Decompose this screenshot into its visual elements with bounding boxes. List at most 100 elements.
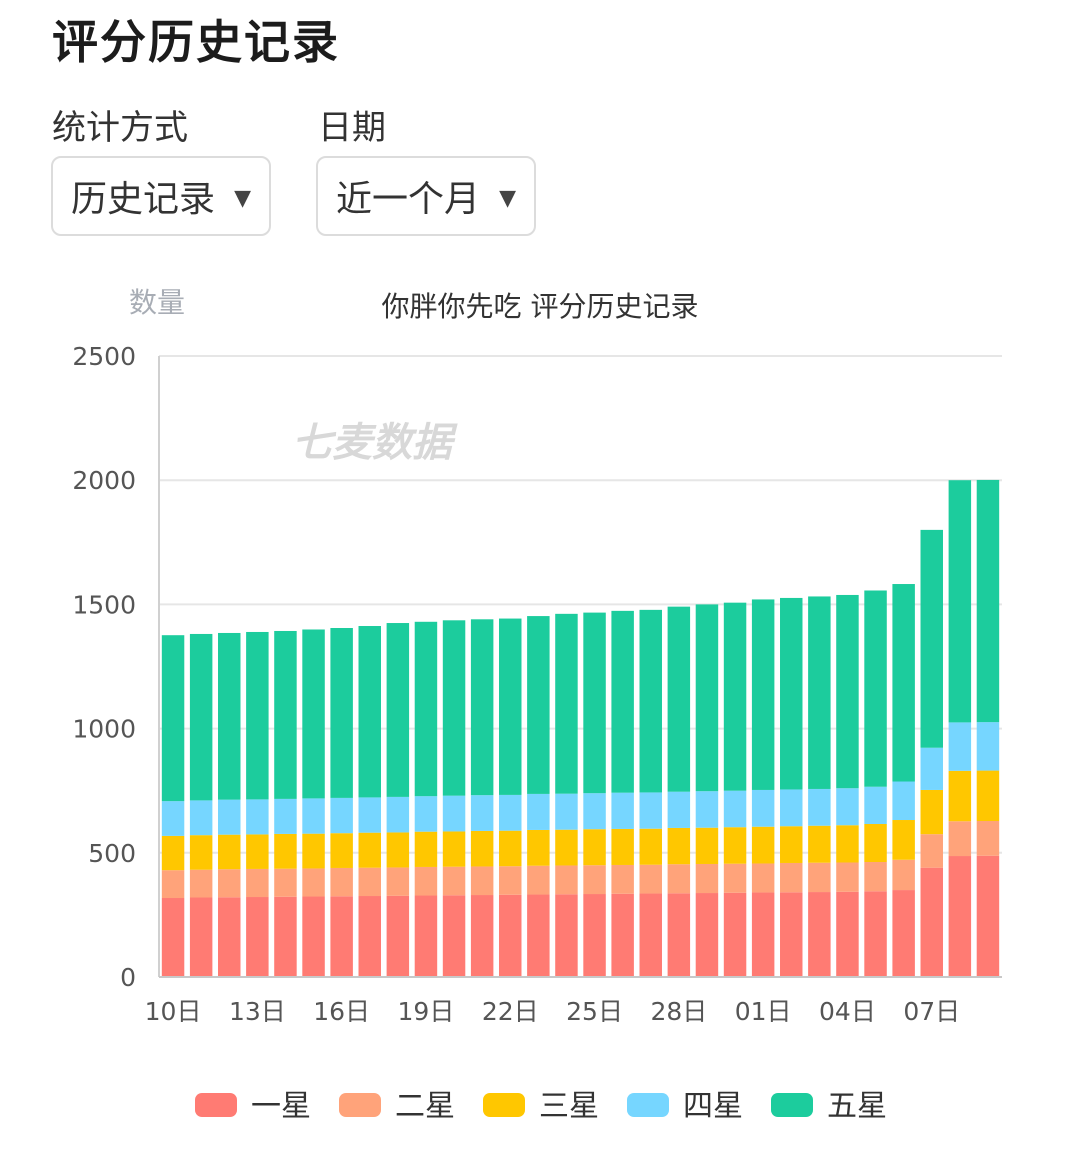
- date-select[interactable]: 近一个月 ▼: [316, 156, 536, 236]
- bar-segment: [639, 609, 662, 793]
- bar-segment: [358, 626, 381, 798]
- x-tick-label: 04日: [819, 997, 876, 1026]
- bar-segment: [667, 893, 691, 977]
- bar-segment: [218, 632, 241, 800]
- page-title: 评分历史记录: [52, 15, 340, 69]
- bar-segment: [302, 629, 325, 799]
- bar-segment: [808, 862, 831, 893]
- y-axis-label: 数量: [129, 286, 185, 319]
- x-tick-label: 28日: [650, 997, 707, 1026]
- bar-segment: [386, 832, 410, 868]
- chart-title: 你胖你先吃 评分历史记录: [382, 290, 699, 323]
- bar-segment: [246, 799, 269, 835]
- method-select[interactable]: 历史记录 ▼: [51, 156, 271, 236]
- bar-segment: [470, 866, 494, 896]
- bar-segment: [892, 584, 915, 782]
- legend-item[interactable]: 三星: [483, 1089, 599, 1124]
- bar-segment: [358, 832, 381, 868]
- bar-segment: [695, 827, 719, 864]
- bar-segment: [218, 897, 241, 977]
- bar-segment: [161, 898, 185, 977]
- x-tick-label: 16日: [313, 997, 370, 1026]
- bar-segment: [499, 866, 522, 895]
- bar-segment: [808, 892, 831, 977]
- bar-segment: [723, 892, 747, 977]
- bar-segment: [808, 788, 831, 826]
- bar-segment: [470, 895, 494, 977]
- bar-segment: [780, 826, 803, 863]
- bar-segment: [527, 793, 550, 830]
- legend-swatch: [483, 1093, 525, 1117]
- method-select-value: 历史记录: [71, 179, 216, 220]
- bar-segment: [302, 798, 325, 834]
- x-tick-label: 13日: [229, 997, 286, 1026]
- bar-segment: [302, 896, 325, 977]
- bar-segment: [470, 830, 494, 867]
- bar-segment: [976, 770, 1000, 822]
- legend-item[interactable]: 五星: [771, 1089, 887, 1124]
- bar-segment: [330, 628, 353, 798]
- bar-segment: [246, 897, 269, 977]
- bar-segment: [836, 891, 859, 977]
- bar-segment: [583, 894, 606, 977]
- bar-segment: [920, 867, 943, 977]
- bar-segment: [723, 602, 747, 791]
- bar-segment: [414, 831, 438, 867]
- bar-segment: [836, 825, 859, 863]
- bar-segment: [780, 597, 803, 790]
- y-tick-label: 1500: [72, 590, 136, 619]
- bar-segment: [386, 623, 410, 797]
- bar-segment: [864, 786, 887, 824]
- legend-swatch: [627, 1093, 669, 1117]
- bar-segment: [527, 829, 550, 866]
- bar-segment: [246, 631, 269, 800]
- bar-segment: [189, 835, 213, 870]
- legend-item[interactable]: 一星: [195, 1089, 311, 1124]
- bar-segment: [555, 894, 578, 977]
- bar-segment: [836, 594, 859, 789]
- bar-segment: [555, 613, 578, 794]
- bar-segment: [611, 864, 634, 894]
- bar-segment: [386, 895, 410, 977]
- bar-segment: [976, 479, 1000, 723]
- x-tick-label: 07日: [903, 997, 960, 1026]
- legend-label: 五星: [827, 1089, 887, 1124]
- bar-segment: [274, 868, 297, 897]
- bar-segment: [864, 861, 887, 892]
- bar-segment: [330, 896, 353, 977]
- bar-segment: [639, 893, 662, 977]
- bar-segment: [189, 800, 213, 836]
- bar-segment: [330, 867, 353, 897]
- date-select-value: 近一个月: [336, 179, 481, 220]
- bar-segment: [948, 856, 972, 977]
- bar-segment: [976, 722, 1000, 771]
- legend-item[interactable]: 四星: [627, 1089, 743, 1124]
- bar-segment: [583, 829, 606, 866]
- bar-segment: [274, 630, 297, 799]
- method-filter-label: 统计方式: [52, 108, 188, 148]
- bar-segment: [442, 866, 466, 896]
- bar-segment: [723, 827, 747, 864]
- bar-segment: [639, 864, 662, 894]
- legend-label: 二星: [395, 1089, 455, 1124]
- bar-segment: [920, 747, 943, 790]
- legend-label: 一星: [251, 1089, 311, 1124]
- bar-segment: [892, 781, 915, 821]
- bar-segment: [555, 829, 578, 866]
- bar-segment: [751, 599, 775, 790]
- legend-swatch: [339, 1093, 381, 1117]
- caret-down-icon: ▼: [499, 186, 516, 211]
- bar-segment: [639, 792, 662, 829]
- date-filter-label: 日期: [318, 108, 386, 148]
- legend-swatch: [771, 1093, 813, 1117]
- bar-segment: [780, 862, 803, 893]
- bar-segment: [442, 895, 466, 977]
- x-tick-label: 19日: [398, 997, 455, 1026]
- bar-segment: [948, 770, 972, 822]
- legend-item[interactable]: 二星: [339, 1089, 455, 1124]
- bar-segment: [751, 826, 775, 864]
- bar-segment: [442, 795, 466, 832]
- bar-segment: [920, 529, 943, 748]
- bar-segment: [695, 791, 719, 828]
- bar-segment: [751, 892, 775, 977]
